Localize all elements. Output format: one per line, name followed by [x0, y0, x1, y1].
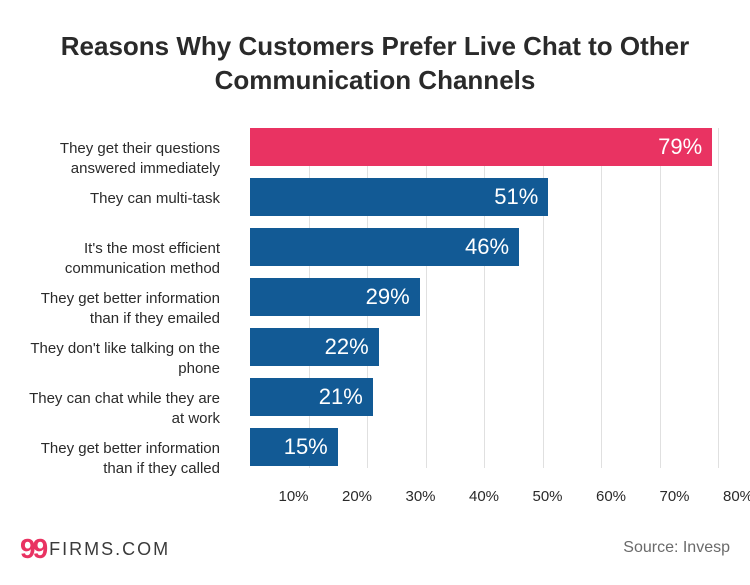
- x-axis-labels: 10%20%30%40%50%60%70%80%: [230, 488, 738, 508]
- chart-title: Reasons Why Customers Prefer Live Chat t…: [20, 30, 730, 98]
- x-axis-tick: 70%: [659, 488, 689, 505]
- x-axis-tick: 50%: [532, 488, 562, 505]
- y-axis-label: They get their questions answered immedi…: [20, 139, 220, 178]
- bar: 22%: [250, 328, 379, 366]
- bar: 29%: [250, 278, 420, 316]
- y-axis-label: They can chat while they are at work: [20, 389, 220, 428]
- bar-row: 46%: [250, 228, 718, 266]
- chart-container: Reasons Why Customers Prefer Live Chat t…: [0, 0, 750, 585]
- bar-value-label: 29%: [366, 284, 410, 310]
- bar: 51%: [250, 178, 548, 216]
- bar-row: 29%: [250, 278, 718, 316]
- x-axis-tick: 20%: [342, 488, 372, 505]
- brand-logo: 99 FIRMS.COM: [20, 533, 170, 565]
- y-axis-label: They don't like talking on the phone: [20, 339, 220, 378]
- x-axis-tick: 30%: [405, 488, 435, 505]
- y-axis-label: It's the most efficient communication me…: [20, 239, 220, 278]
- x-axis-tick: 80%: [723, 488, 750, 505]
- x-axis-tick: 40%: [469, 488, 499, 505]
- bar-row: 15%: [250, 428, 718, 466]
- bar-value-label: 51%: [494, 184, 538, 210]
- logo-icon: 99: [20, 533, 45, 565]
- chart-plot-area: 79% 51% 46% 29% 22% 21% 15%: [250, 128, 718, 468]
- bar: 46%: [250, 228, 519, 266]
- logo-text: FIRMS.COM: [49, 539, 170, 560]
- source-attribution: Source: Invesp: [623, 539, 730, 557]
- y-axis-label: They can multi-task: [20, 189, 220, 209]
- bar-row: 22%: [250, 328, 718, 366]
- y-axis-label: They get better information than if they…: [20, 289, 220, 328]
- bar-value-label: 15%: [284, 434, 328, 460]
- bar: 79%: [250, 128, 712, 166]
- bar-row: 79%: [250, 128, 718, 166]
- bar: 21%: [250, 378, 373, 416]
- x-axis-tick: 60%: [596, 488, 626, 505]
- bar-row: 51%: [250, 178, 718, 216]
- y-axis-label: They get better information than if they…: [20, 439, 220, 478]
- bar: 15%: [250, 428, 338, 466]
- x-axis-tick: 10%: [278, 488, 308, 505]
- bar-value-label: 22%: [325, 334, 369, 360]
- bar-value-label: 21%: [319, 384, 363, 410]
- bar-value-label: 79%: [658, 134, 702, 160]
- gridline: [718, 128, 719, 468]
- bars-group: 79% 51% 46% 29% 22% 21% 15%: [250, 128, 718, 468]
- bar-row: 21%: [250, 378, 718, 416]
- bar-value-label: 46%: [465, 234, 509, 260]
